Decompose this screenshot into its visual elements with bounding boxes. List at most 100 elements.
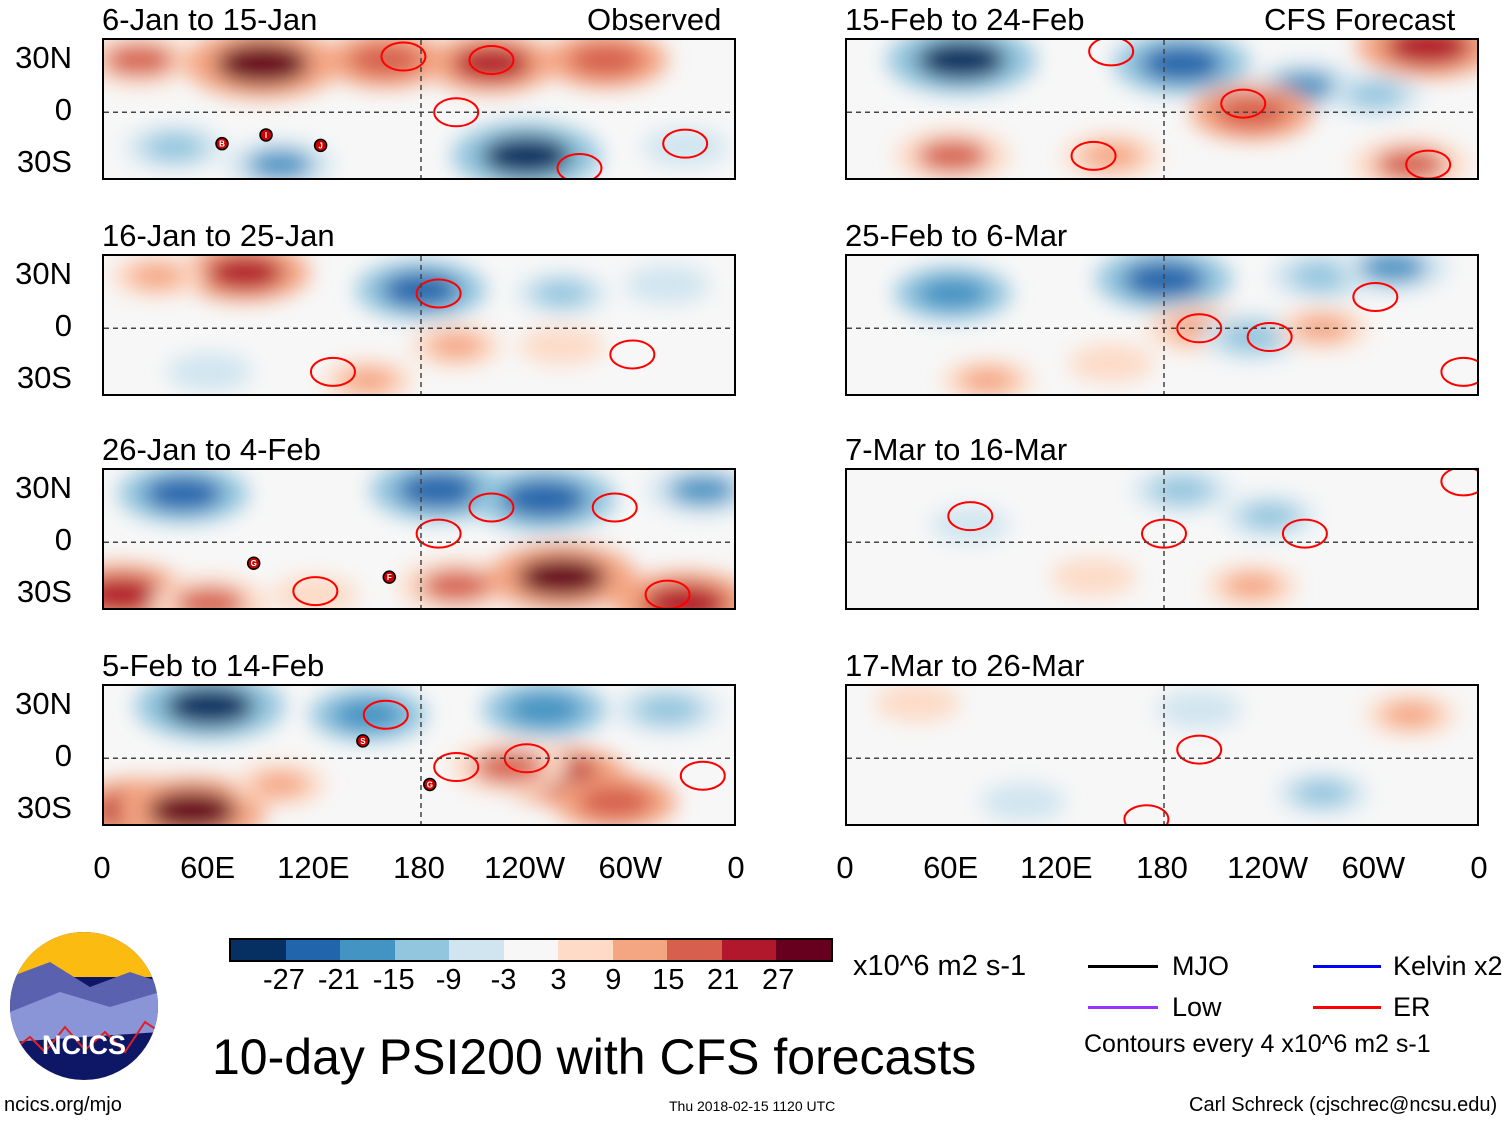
colorbar-tick-label: 9 [605,964,622,996]
anomaly-blob [1285,77,1324,95]
anomaly-blob [960,367,1016,394]
ncics-logo: NCICS [10,932,158,1080]
anomaly-blob [252,771,308,798]
anomaly-blob [261,156,300,174]
observed-label: Observed [587,2,722,37]
lon-tick-label: 60E [180,850,236,885]
panel-title: 16-Jan to 25-Jan [102,218,335,253]
colorbar-swatch [776,940,832,960]
lon-tick-label: 0 [93,850,111,885]
er-contour [1088,40,1135,67]
er-contour [433,97,480,128]
er-contour [1220,88,1267,119]
er-contour [468,45,515,76]
colorbar-swatch [231,940,286,960]
er-contour [1123,804,1170,824]
anomaly-blob [932,284,974,303]
er-contour [415,278,462,309]
anomaly-blob [364,50,408,70]
map-panel [845,468,1479,610]
colorbar-tick-label: 3 [550,964,567,996]
er-contour [679,760,726,791]
er-contour [468,492,515,523]
lat-tick-label: 30N [15,686,72,721]
storm-label: B [219,140,225,149]
colorbar-swatch [285,940,341,960]
anomaly-blob [183,694,236,718]
colorbar [229,938,833,962]
anomaly-blob [104,583,146,606]
er-contour [309,356,356,387]
anomaly-blob [522,699,566,720]
figure-title: 10-day PSI200 with CFS forecasts [212,1029,977,1085]
lon-tick-label: 0 [1470,850,1488,885]
anomaly-blob [468,53,515,74]
er-contour [292,576,339,607]
anomaly-blob [435,576,477,596]
colorbar-swatch [667,940,722,960]
anomaly-blob [165,798,219,823]
storm-icon [356,734,370,748]
panel-title: 17-Mar to 26-Mar [845,648,1085,683]
anomaly-blob [414,479,463,501]
anomaly-blob [398,279,444,301]
map-panel: SG [102,684,736,826]
legend-er: ER [1393,992,1431,1022]
anomaly-blob [1157,52,1206,75]
er-contour [591,492,638,523]
colorbar-tick-label: -3 [490,964,517,996]
map-panel [102,254,736,396]
anomaly-blob [347,705,389,725]
er-contour [1176,313,1223,344]
er-contour [662,128,709,159]
lon-tick-label: 180 [393,850,445,885]
er-contour [1405,149,1452,178]
lat-tick-label: 30S [16,144,72,179]
lon-tick-label: 120W [1227,850,1309,885]
lat-tick-label: 30S [16,574,72,609]
er-contour [1352,281,1399,312]
anomaly-blob [534,280,590,307]
anomaly-blob [1224,573,1280,599]
anomaly-blob [222,262,268,283]
anomaly-blob [519,487,570,511]
er-contour [556,153,603,178]
anomaly-blob [624,265,711,305]
map-panel [845,254,1479,396]
lat-tick-label: 30S [16,360,72,395]
panel-title: 5-Feb to 14-Feb [102,648,325,683]
er-contour [1440,356,1477,387]
lon-tick-label: 120E [277,850,350,885]
anomaly-blob [874,686,961,723]
panel-title: 6-Jan to 15-Jan [102,2,318,37]
colorbar-swatch [449,940,504,960]
anomaly-blob [1300,696,1380,733]
er-contour [433,752,480,783]
anomaly-blob [129,263,185,289]
anomaly-blob [1159,766,1239,803]
author: Carl Schreck (cjschrec@ncsu.edu) [1189,1094,1498,1116]
anomaly-blob [1068,343,1154,383]
anomaly-blob [144,133,204,161]
map-panel: B I J [102,38,736,180]
colorbar-swatch [394,940,450,960]
lat-tick-label: 0 [54,308,72,343]
colorbar-tick-label: -9 [435,964,462,996]
contour-note: Contours every 4 x10^6 m2 s-1 [1084,1030,1431,1058]
panel-title: 26-Jan to 4-Feb [102,432,321,467]
site-link[interactable]: ncics.org/mjo [4,1094,122,1116]
anomaly-blob [930,506,1010,544]
anomaly-blob [1050,557,1137,597]
er-contour [362,699,409,730]
storm-icon [313,138,328,153]
anomaly-blob [535,565,589,589]
legend-mjo: MJO [1172,951,1229,981]
lat-tick-label: 30N [15,256,72,291]
map-panel [845,684,1479,826]
anomaly-blob [160,483,207,504]
map-panel: GF [102,468,736,610]
er-contour [415,518,462,549]
anomaly-blob [1294,780,1351,806]
anomaly-blob [235,51,290,76]
er-contour [644,579,691,608]
